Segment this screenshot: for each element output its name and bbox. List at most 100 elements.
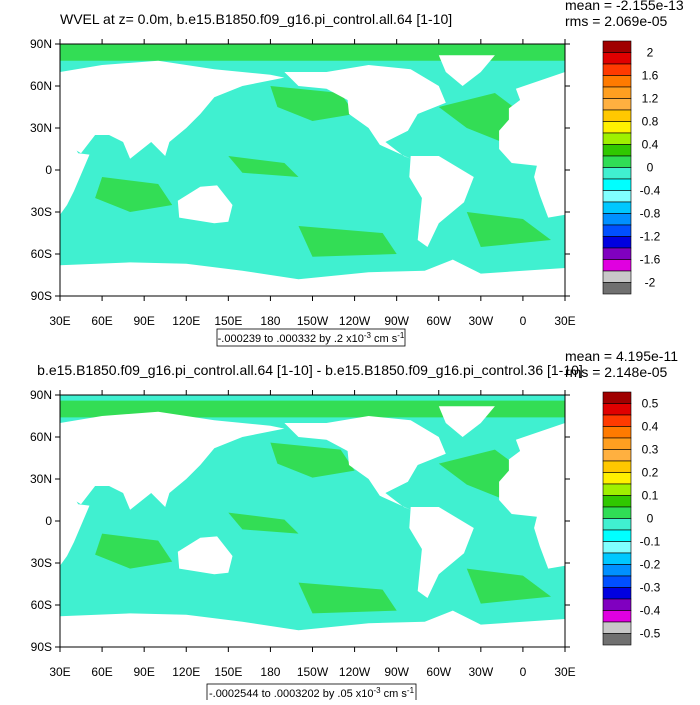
colorbar-box <box>602 587 632 600</box>
colorbar-box <box>602 610 632 623</box>
range-unit-exp: -1 <box>397 331 405 340</box>
land <box>499 72 565 218</box>
colorbar-label: 0.4 <box>642 138 659 152</box>
positive-region <box>270 86 355 121</box>
colorbar-box <box>602 598 632 611</box>
lon-label: 30W <box>468 665 493 679</box>
colorbar-box <box>602 518 632 531</box>
colorbar-box <box>602 403 632 416</box>
lat-label: 90S <box>31 640 52 654</box>
colorbar-box <box>602 259 632 272</box>
land <box>177 185 233 224</box>
lat-label: 60S <box>31 598 52 612</box>
colorbar-box <box>602 236 632 249</box>
lat-label: 90S <box>31 289 52 303</box>
lat-label: 0 <box>45 163 52 177</box>
lon-label: 150W <box>297 314 329 328</box>
lat-label: 90N <box>30 37 52 51</box>
positive-region <box>228 512 299 534</box>
lon-label: 60E <box>91 665 112 679</box>
range-note: -.0002544 to .0003202 by .05 x10-3 cm s-… <box>209 686 415 701</box>
land <box>409 156 474 247</box>
lon-label: 60W <box>426 665 451 679</box>
rms: rms = 2.069e-05 <box>565 13 668 29</box>
lon-label: 90E <box>133 665 154 679</box>
lon-label: 150W <box>297 665 329 679</box>
positive-region <box>466 212 551 247</box>
lon-label: 30E <box>554 314 575 328</box>
colorbar-label: 0 <box>647 512 654 526</box>
colorbar-box <box>602 541 632 554</box>
rms: rms = 2.148e-05 <box>565 364 668 380</box>
colorbar-box <box>602 144 632 157</box>
lon-label: 30E <box>554 665 575 679</box>
lon-label: 120E <box>172 665 200 679</box>
colorbar-label: 0.3 <box>642 443 659 457</box>
lon-label: 150E <box>214 314 242 328</box>
colorbar-label: 0.2 <box>642 466 659 480</box>
colorbar-box <box>602 506 632 519</box>
range-note: -.000239 to .000332 by .2 x10-3 cm s-1 <box>218 331 405 346</box>
lon-label: 0 <box>520 314 527 328</box>
colorbar-label: -0.2 <box>640 558 661 572</box>
land <box>438 406 495 437</box>
land <box>438 55 495 86</box>
colorbar-label: -0.1 <box>640 535 661 549</box>
colorbar-box <box>602 98 632 111</box>
colorbar-box <box>602 109 632 122</box>
lat-label: 30N <box>30 472 52 486</box>
colorbar-box <box>602 247 632 260</box>
title: b.e15.B1850.f09_g16.pi_control.all.64 [1… <box>37 362 583 378</box>
range-box <box>216 328 406 347</box>
colorbar-box <box>602 449 632 462</box>
colorbar-label: 0.8 <box>642 115 659 129</box>
range-unit-exp: -1 <box>407 686 415 695</box>
colorbar-box <box>602 86 632 99</box>
positive-region <box>95 177 173 212</box>
colorbar-box <box>602 190 632 203</box>
colorbar-box <box>602 391 632 404</box>
lon-label: 180 <box>260 665 280 679</box>
lon-label: 60E <box>91 314 112 328</box>
colorbar-box <box>602 132 632 145</box>
colorbar-label: -1.6 <box>640 253 661 267</box>
colorbar-box <box>602 552 632 565</box>
lon-label: 90E <box>133 314 154 328</box>
colorbar-box <box>602 155 632 168</box>
colorbar-box <box>602 437 632 450</box>
colorbar-box <box>602 483 632 496</box>
lon-label: 90W <box>384 665 409 679</box>
title: WVEL at z= 0.0m, b.e15.B1850.f09_g16.pi_… <box>60 11 452 27</box>
lat-label: 60N <box>30 430 52 444</box>
colorbar-box <box>602 52 632 65</box>
colorbar-label: -0.8 <box>640 207 661 221</box>
lat-label: 60N <box>30 79 52 93</box>
colorbar-box <box>602 40 632 53</box>
land <box>60 259 565 296</box>
positive-region <box>60 400 565 418</box>
colorbar-box <box>602 121 632 134</box>
positive-region <box>298 226 397 257</box>
colorbar-label: -0.3 <box>640 581 661 595</box>
colorbar-box <box>602 472 632 485</box>
colorbar-box <box>602 460 632 473</box>
colorbar-label: 0.4 <box>642 420 659 434</box>
colorbar-box <box>602 633 632 646</box>
colorbar-box <box>602 75 632 88</box>
land <box>284 65 446 159</box>
colorbar-box <box>602 224 632 237</box>
colorbar-box <box>602 63 632 76</box>
colorbar-label: -0.4 <box>640 184 661 198</box>
colorbar-box <box>602 575 632 588</box>
colorbar-box <box>602 213 632 226</box>
colorbar-label: -0.4 <box>640 604 661 618</box>
land <box>60 411 285 510</box>
land <box>60 60 285 159</box>
lon-label: 0 <box>520 665 527 679</box>
lat-label: 30S <box>31 556 52 570</box>
range-exp: -3 <box>364 331 372 340</box>
colorbar-label: 1.6 <box>642 69 659 83</box>
colorbar-box <box>602 201 632 214</box>
range-exp: -3 <box>374 686 382 695</box>
